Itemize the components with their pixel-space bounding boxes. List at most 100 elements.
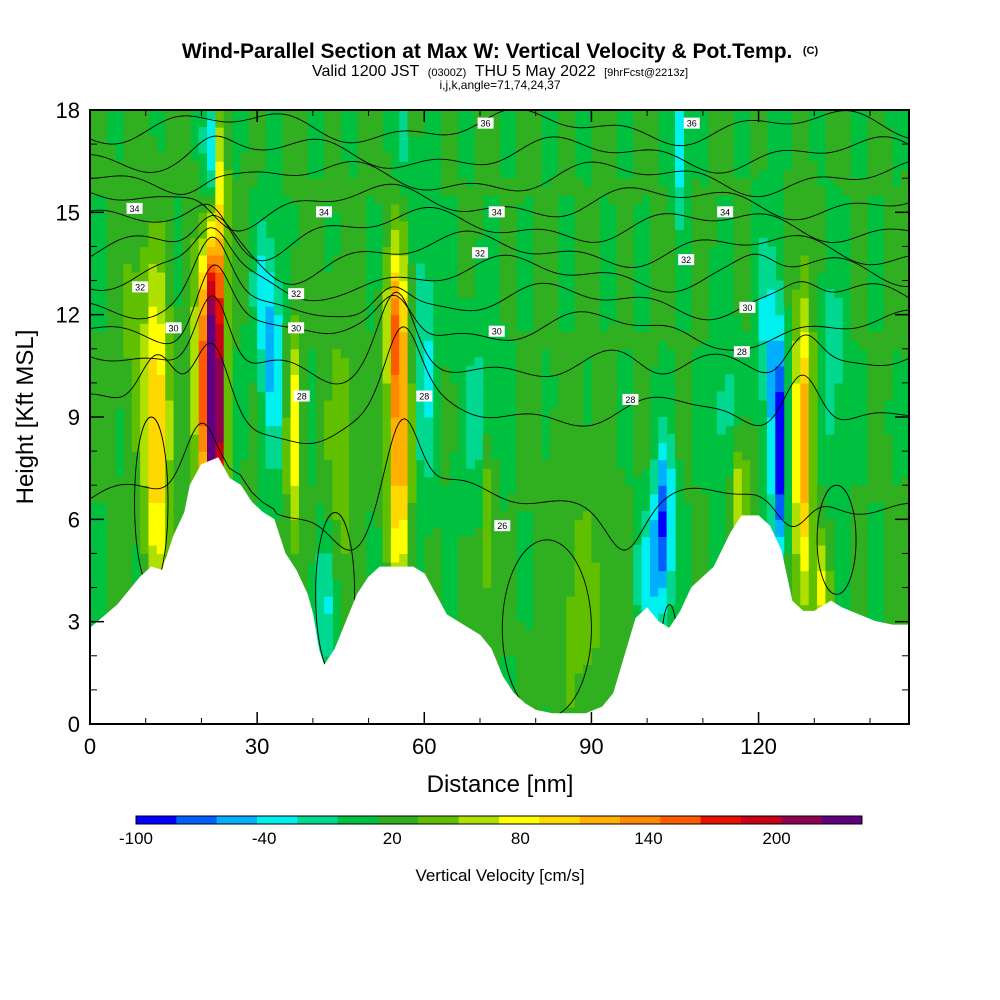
velocity-cell	[148, 519, 158, 529]
velocity-cell	[466, 553, 476, 563]
velocity-cell	[357, 280, 367, 290]
velocity-cell	[190, 340, 200, 350]
velocity-cell	[382, 434, 392, 444]
velocity-cell	[173, 152, 183, 162]
velocity-cell	[482, 186, 492, 196]
velocity-cell	[516, 476, 526, 486]
velocity-cell	[365, 442, 375, 452]
velocity-cell	[549, 476, 559, 486]
velocity-cell	[140, 272, 150, 282]
velocity-cell	[549, 544, 559, 555]
velocity-cell	[131, 417, 141, 427]
velocity-cell	[115, 169, 125, 179]
velocity-cell	[875, 382, 885, 393]
velocity-cell	[524, 425, 534, 435]
velocity-cell	[892, 527, 902, 537]
velocity-cell	[524, 451, 534, 461]
velocity-cell	[766, 417, 776, 427]
velocity-cell	[324, 152, 333, 162]
velocity-cell	[666, 519, 676, 529]
velocity-cell	[708, 110, 718, 120]
velocity-cell	[892, 485, 902, 495]
velocity-cell	[365, 459, 375, 469]
velocity-cell	[290, 331, 300, 341]
velocity-cell	[474, 451, 484, 461]
velocity-cell	[741, 314, 751, 324]
velocity-cell	[324, 357, 333, 367]
velocity-cell	[181, 399, 191, 410]
velocity-cell	[340, 340, 350, 350]
velocity-cell	[825, 289, 835, 299]
contour-label: 28	[733, 346, 750, 358]
velocity-cell	[399, 203, 409, 213]
velocity-cell	[532, 493, 542, 503]
velocity-cell	[424, 280, 434, 290]
velocity-cell	[666, 468, 676, 478]
velocity-cell	[181, 451, 191, 461]
velocity-cell	[716, 144, 726, 154]
velocity-cell	[290, 357, 300, 367]
velocity-cell	[591, 621, 601, 631]
velocity-cell	[382, 246, 392, 256]
velocity-cell	[792, 161, 801, 171]
velocity-cell	[298, 553, 308, 563]
velocity-cell	[466, 425, 476, 435]
velocity-cell	[399, 561, 409, 572]
velocity-cell	[282, 544, 292, 555]
velocity-cell	[566, 434, 576, 444]
velocity-cell	[115, 314, 125, 324]
velocity-cell	[181, 220, 191, 230]
velocity-cell	[90, 417, 99, 427]
velocity-cell	[207, 237, 216, 248]
velocity-cell	[591, 118, 601, 128]
velocity-cell	[148, 289, 158, 299]
velocity-cell	[207, 408, 216, 418]
velocity-cell	[390, 442, 400, 452]
velocity-cell	[357, 254, 367, 265]
velocity-cell	[131, 314, 141, 324]
velocity-cell	[148, 357, 158, 367]
velocity-cell	[474, 579, 484, 589]
velocity-cell	[399, 110, 409, 120]
velocity-cell	[549, 527, 559, 537]
velocity-cell	[165, 382, 175, 393]
velocity-cell	[574, 203, 584, 213]
velocity-cell	[290, 340, 300, 350]
velocity-cell	[558, 118, 567, 128]
velocity-cell	[90, 135, 99, 145]
velocity-cell	[842, 144, 852, 154]
velocity-cell	[290, 297, 300, 307]
velocity-cell	[583, 604, 593, 614]
velocity-cell	[566, 502, 576, 512]
velocity-cell	[257, 348, 267, 358]
velocity-cell	[165, 135, 175, 145]
velocity-cell	[357, 297, 367, 307]
velocity-cell	[156, 459, 166, 469]
velocity-cell	[449, 382, 459, 393]
velocity-cell	[365, 169, 375, 179]
velocity-cell	[616, 570, 626, 580]
velocity-cell	[675, 110, 684, 120]
velocity-cell	[332, 408, 342, 418]
velocity-cell	[608, 459, 618, 469]
velocity-cell	[357, 579, 367, 589]
velocity-cell	[165, 434, 175, 444]
velocity-cell	[315, 331, 325, 341]
velocity-cell	[733, 493, 743, 503]
velocity-cell	[549, 510, 559, 520]
velocity-cell	[599, 485, 609, 495]
velocity-cell	[257, 306, 267, 316]
chart-subtitle-indices: i,j,k,angle=71,74,24,37	[439, 78, 560, 92]
velocity-cell	[649, 561, 659, 572]
velocity-cell	[541, 527, 551, 537]
velocity-cell	[574, 382, 584, 393]
velocity-cell	[574, 272, 584, 282]
velocity-cell	[633, 186, 643, 196]
velocity-cell	[315, 297, 325, 307]
velocity-cell	[290, 127, 300, 137]
velocity-cell	[115, 476, 125, 486]
velocity-cell	[90, 127, 99, 137]
velocity-cell	[365, 331, 375, 341]
velocity-cell	[867, 391, 877, 401]
velocity-cell	[599, 434, 609, 444]
